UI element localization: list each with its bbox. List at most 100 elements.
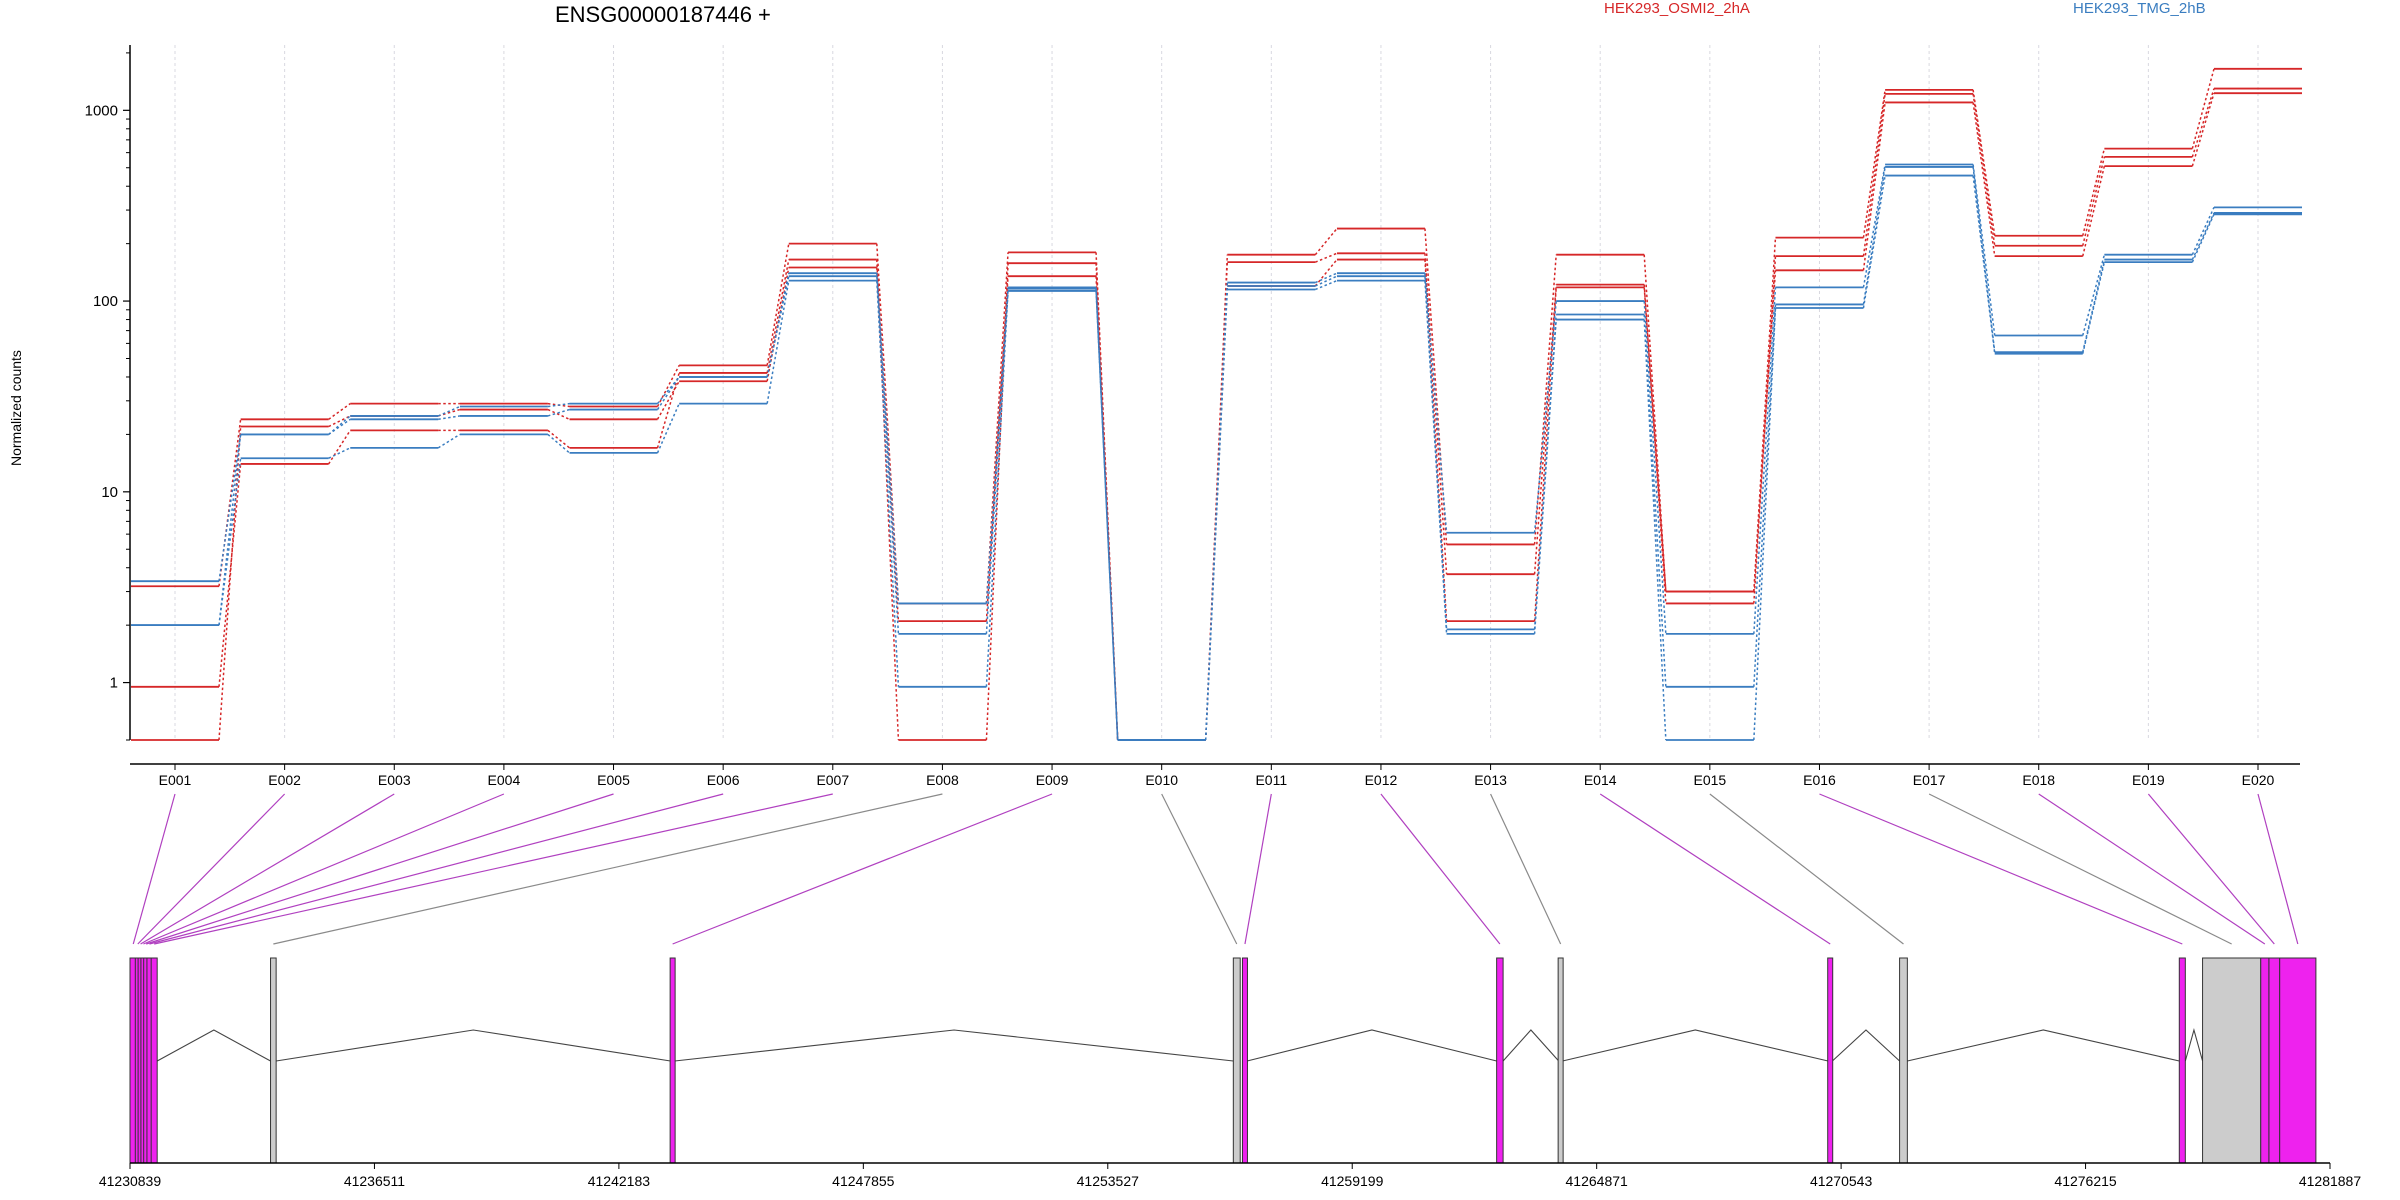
series-connector (1204, 289, 1229, 741)
exon-box-E011 (1241, 957, 1248, 1164)
x-tick-label-E002: E002 (268, 772, 301, 788)
series-connector (1972, 164, 1996, 336)
genomic-axis: 41230839 41236511 41242183 41247855 41253527… (99, 1162, 2362, 1189)
series-connector (328, 415, 351, 435)
series-connector (1643, 319, 1667, 741)
connector-E005 (146, 793, 614, 945)
series-connector (1204, 282, 1229, 741)
intron-line (2184, 1027, 2204, 1062)
series-connector (1862, 89, 1886, 238)
genomic-tick-label: 41236511 (344, 1173, 405, 1189)
series-connector (985, 290, 1009, 687)
series-connector (1533, 254, 1557, 545)
series-connector (1315, 272, 1338, 284)
series-connector (1862, 175, 1886, 309)
x-tick-label-E016: E016 (1803, 772, 1836, 788)
series-connector (656, 376, 680, 405)
series-connector (1972, 89, 1996, 236)
x-tick-label-E001: E001 (159, 772, 192, 788)
series-connector (656, 376, 680, 410)
genomic-tick-label: 41242183 (588, 1173, 651, 1189)
x-tick-label-E008: E008 (926, 772, 959, 788)
series-connector (437, 405, 461, 417)
intron-line (1246, 1029, 1497, 1062)
series-connector (766, 259, 790, 374)
exon-connector-lines (132, 793, 2299, 945)
connector-E019 (2147, 793, 2275, 945)
series-connector (1862, 166, 1886, 305)
series-connector (1424, 253, 1448, 575)
series-connector (1424, 273, 1448, 533)
exon-box-E012 (1496, 957, 1504, 1164)
genomic-tick-label: 41264871 (1566, 1173, 1629, 1189)
gene-model (129, 957, 2317, 1164)
connector-E020 (2257, 793, 2299, 945)
exon-box-E014 (1827, 957, 1834, 1164)
legend-series-a: HEK293_OSMI2_2hA (1604, 0, 1750, 17)
series-connector (2082, 261, 2106, 354)
exon-box-E016 (2178, 957, 2186, 1164)
intron-line (1831, 1029, 1900, 1062)
series-connector (1862, 102, 1886, 271)
series-connector (1862, 93, 1886, 257)
genomic-tick-label: 41253527 (1077, 1173, 1140, 1189)
series-connector (1753, 237, 1777, 592)
connector-E009 (672, 793, 1053, 945)
x-tick-label-E019: E019 (2132, 772, 2165, 788)
exon-box-E018 (2260, 957, 2270, 1164)
series-connector (328, 415, 351, 428)
genomic-tick-label: 41281887 (2299, 1173, 2362, 1189)
series-connector (1972, 93, 1996, 246)
series-connector (547, 408, 570, 420)
x-tick-label-E004: E004 (488, 772, 521, 788)
series-line (131, 67, 2302, 741)
x-tick-label-E012: E012 (1365, 772, 1398, 788)
series-connector (2191, 212, 2215, 260)
y-tick-label: 1000 (85, 102, 118, 119)
series-connector (1424, 228, 1448, 545)
connector-E014 (1599, 793, 1831, 945)
series-connector (218, 419, 242, 587)
series-line (131, 166, 2302, 741)
series-connector (1753, 304, 1777, 687)
series-connector (1753, 270, 1777, 592)
connector-E008 (273, 793, 943, 945)
genomic-tick-label: 41270543 (1810, 1173, 1873, 1189)
series-connector (218, 458, 242, 626)
series-connector (547, 402, 570, 408)
series-connector (1314, 228, 1338, 256)
connector-E004 (143, 793, 505, 945)
x-tick-label-E015: E015 (1693, 772, 1726, 788)
series-connector (437, 433, 461, 449)
series-connector (1862, 164, 1886, 288)
series-connector (1315, 275, 1338, 287)
connector-E002 (137, 793, 286, 945)
exon-box-E009 (669, 957, 676, 1164)
intron-line (1502, 1029, 1560, 1062)
series-connector (2082, 254, 2106, 336)
series-connector (1643, 301, 1667, 634)
series-connector (766, 267, 790, 382)
series-connector (2082, 156, 2106, 246)
x-tick-label-E014: E014 (1584, 772, 1617, 788)
series-connector (218, 463, 242, 687)
series-connector (1753, 287, 1777, 634)
series-connector (218, 434, 242, 626)
series-line (131, 163, 2302, 741)
series-connector (547, 408, 570, 417)
series-connector (1533, 319, 1557, 634)
vertical-gridlines (174, 45, 2259, 740)
y-tick-label: 1 (110, 675, 118, 692)
x-tick-label-E009: E009 (1036, 772, 1069, 788)
connector-E016 (1819, 793, 2183, 945)
connector-E011 (1244, 793, 1272, 945)
series-connector (2191, 68, 2215, 149)
series-connector (656, 403, 680, 454)
legend-series-b: HEK293_TMG_2hB (2073, 0, 2206, 17)
series-connector (1972, 102, 1996, 257)
exon-box-E013 (1557, 957, 1564, 1164)
series-line (131, 174, 2302, 741)
exon-box-E010 (1232, 957, 1241, 1164)
x-tick-label-E020: E020 (2242, 772, 2275, 788)
